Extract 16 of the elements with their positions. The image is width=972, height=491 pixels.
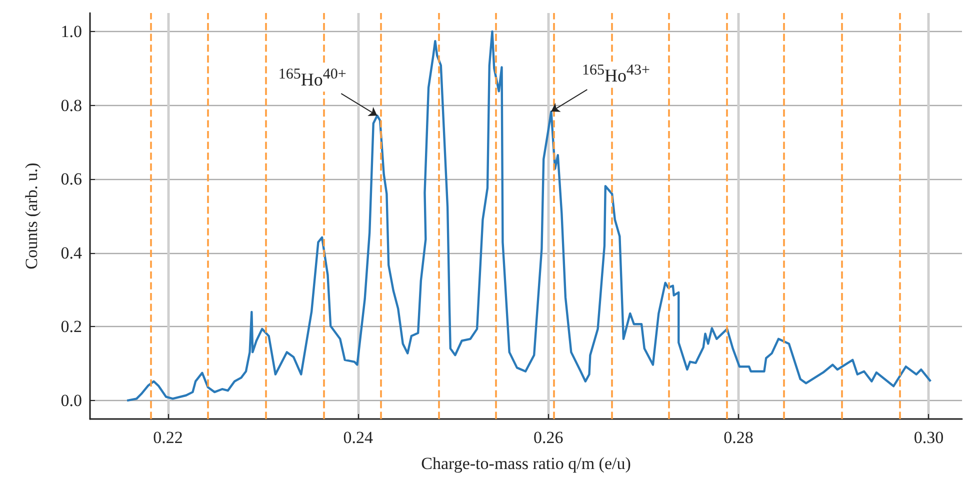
y-tick-label: 0.2 <box>60 317 82 336</box>
y-tick-label: 0.6 <box>60 170 82 189</box>
y-tick-label: 1.0 <box>60 22 82 41</box>
x-axis-title: Charge-to-mass ratio q/m (e/u) <box>421 454 631 473</box>
y-tick-label: 0.0 <box>60 391 82 410</box>
y-tick-label: 0.8 <box>60 96 82 115</box>
annotation: $^{165}$Ho$^{40+}$ <box>276 65 348 92</box>
x-tick-label: 0.30 <box>914 428 944 447</box>
y-axis-title: Counts (arb. u.) <box>22 162 41 270</box>
line-series <box>126 30 932 402</box>
x-tick-label: 0.22 <box>153 428 183 447</box>
x-tick-label: 0.24 <box>343 428 374 447</box>
annotation: $^{165}$Ho$^{43+}$ <box>580 61 652 88</box>
x-tick-label: 0.26 <box>533 428 564 447</box>
y-tick-label: 0.4 <box>60 243 82 262</box>
x-tick-label: 0.28 <box>724 428 754 447</box>
